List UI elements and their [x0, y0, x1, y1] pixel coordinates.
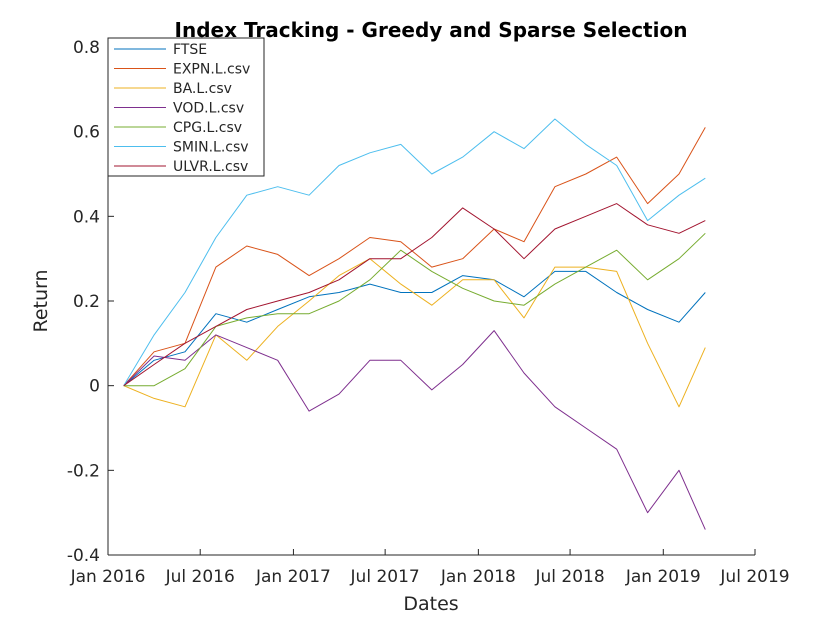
legend-label: CPG.L.csv — [173, 120, 242, 136]
legend-label: FTSE — [173, 42, 207, 58]
y-ticks: -0.4 -0.2 0 0.2 0.4 0.6 0.8 — [67, 38, 114, 566]
legend-label: VOD.L.csv — [173, 101, 244, 117]
y-tick-label: 0.8 — [73, 38, 100, 58]
legend-label: SMIN.L.csv — [173, 140, 249, 156]
series-line-5 — [123, 118, 706, 386]
x-tick-label: Jul 2017 — [350, 567, 420, 587]
y-tick-label: 0 — [89, 377, 100, 397]
x-tick-label: Jul 2018 — [534, 567, 604, 587]
x-tick-label: Jul 2016 — [165, 567, 235, 587]
series-line-0 — [123, 270, 706, 387]
y-tick-label: 0.6 — [73, 123, 100, 143]
legend: FTSE EXPN.L.csv BA.L.csv VOD.L.csv CPG.L.csv… — [107, 37, 265, 177]
plot-lines — [123, 118, 706, 530]
series-line-3 — [123, 330, 706, 530]
x-ticks: Jan 2016 Jul 2016 Jan 2017 Jul 2017 Jan 2018… — [70, 549, 790, 587]
x-tick-label: Jan 2019 — [625, 567, 701, 587]
y-tick-label: 0.2 — [73, 292, 100, 312]
legend-label: ULVR.L.csv — [173, 159, 248, 175]
series-line-2 — [123, 258, 706, 408]
y-tick-label: -0.2 — [67, 461, 100, 481]
y-axis-label: Return — [30, 269, 52, 332]
series-line-6 — [123, 203, 706, 387]
x-tick-label: Jul 2019 — [719, 567, 789, 587]
legend-label: BA.L.csv — [173, 81, 232, 97]
x-tick-label: Jan 2016 — [70, 567, 146, 587]
series-line-4 — [123, 232, 706, 387]
y-tick-label: 0.4 — [73, 207, 100, 227]
x-tick-label: Jan 2018 — [440, 567, 516, 587]
legend-entries: FTSE EXPN.L.csv BA.L.csv VOD.L.csv CPG.L.csv… — [114, 42, 250, 175]
x-axis-label: Dates — [403, 593, 458, 615]
x-tick-label: Jan 2017 — [255, 567, 331, 587]
legend-label: EXPN.L.csv — [173, 62, 250, 78]
series-line-1 — [123, 127, 706, 387]
y-tick-label: -0.4 — [67, 546, 100, 566]
